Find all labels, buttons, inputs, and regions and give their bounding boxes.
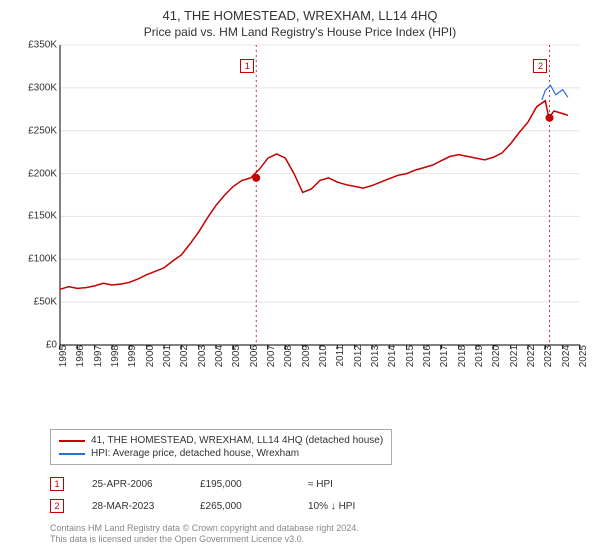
transaction-row: 1 25-APR-2006 £195,000 ≈ HPI: [50, 473, 590, 495]
transaction-price: £265,000: [200, 501, 280, 512]
x-axis-label: 2020: [489, 345, 502, 367]
x-axis-label: 2005: [229, 345, 242, 367]
license-line: Contains HM Land Registry data © Crown c…: [50, 523, 590, 534]
transaction-row: 2 28-MAR-2023 £265,000 10% ↓ HPI: [50, 495, 590, 517]
transaction-date: 25-APR-2006: [92, 479, 172, 490]
x-axis-label: 2010: [316, 345, 329, 367]
x-axis-label: 2002: [177, 345, 190, 367]
y-axis-label: £350K: [28, 40, 60, 51]
event-marker-box: 1: [240, 59, 254, 73]
license-line: This data is licensed under the Open Gov…: [50, 534, 590, 545]
x-axis-label: 1996: [73, 345, 86, 367]
x-axis-label: 2015: [403, 345, 416, 367]
x-axis-label: 1999: [125, 345, 138, 367]
y-axis-label: £100K: [28, 254, 60, 265]
x-axis-label: 2001: [160, 345, 173, 367]
y-axis-label: £300K: [28, 82, 60, 93]
x-axis-label: 2013: [368, 345, 381, 367]
x-axis-label: 2004: [212, 345, 225, 367]
x-axis-label: 1995: [56, 345, 69, 367]
chart-subtitle: Price paid vs. HM Land Registry's House …: [10, 25, 590, 39]
chart-title-address: 41, THE HOMESTEAD, WREXHAM, LL14 4HQ: [10, 8, 590, 23]
legend-label: HPI: Average price, detached house, Wrex…: [91, 448, 299, 459]
x-axis-label: 2021: [507, 345, 520, 367]
x-axis-label: 1998: [108, 345, 121, 367]
legend-swatch: [59, 453, 85, 455]
x-axis-label: 2019: [472, 345, 485, 367]
transaction-price: £195,000: [200, 479, 280, 490]
event-marker-box: 2: [533, 59, 547, 73]
x-axis-label: 2025: [576, 345, 589, 367]
x-axis-label: 2006: [247, 345, 260, 367]
x-axis-label: 2014: [385, 345, 398, 367]
x-axis-label: 2000: [143, 345, 156, 367]
legend: 41, THE HOMESTEAD, WREXHAM, LL14 4HQ (de…: [50, 429, 392, 465]
transaction-note: 10% ↓ HPI: [308, 501, 388, 512]
x-axis-label: 2011: [333, 345, 346, 367]
y-axis-label: £150K: [28, 211, 60, 222]
x-axis-label: 2017: [437, 345, 450, 367]
transaction-note: ≈ HPI: [308, 479, 388, 490]
x-axis-label: 2024: [559, 345, 572, 367]
legend-label: 41, THE HOMESTEAD, WREXHAM, LL14 4HQ (de…: [91, 435, 383, 446]
x-axis-label: 2009: [299, 345, 312, 367]
legend-item: 41, THE HOMESTEAD, WREXHAM, LL14 4HQ (de…: [59, 434, 383, 447]
y-axis-label: £50K: [34, 297, 60, 308]
y-axis-label: £200K: [28, 168, 60, 179]
license-text: Contains HM Land Registry data © Crown c…: [50, 523, 590, 546]
legend-item: HPI: Average price, detached house, Wrex…: [59, 447, 383, 460]
y-axis-label: £250K: [28, 125, 60, 136]
x-axis-label: 2003: [195, 345, 208, 367]
legend-swatch: [59, 440, 85, 442]
x-axis-label: 2023: [541, 345, 554, 367]
plot: £0£50K£100K£150K£200K£250K£300K£350K1995…: [60, 45, 580, 345]
chart-area: £0£50K£100K£150K£200K£250K£300K£350K1995…: [20, 45, 580, 385]
transaction-marker: 2: [50, 499, 64, 513]
x-axis-label: 2007: [264, 345, 277, 367]
x-axis-label: 1997: [91, 345, 104, 367]
x-axis-label: 2016: [420, 345, 433, 367]
transactions-table: 1 25-APR-2006 £195,000 ≈ HPI 2 28-MAR-20…: [50, 473, 590, 517]
x-axis-label: 2022: [524, 345, 537, 367]
transaction-date: 28-MAR-2023: [92, 501, 172, 512]
x-axis-label: 2012: [351, 345, 364, 367]
x-axis-label: 2008: [281, 345, 294, 367]
transaction-marker: 1: [50, 477, 64, 491]
x-axis-label: 2018: [455, 345, 468, 367]
